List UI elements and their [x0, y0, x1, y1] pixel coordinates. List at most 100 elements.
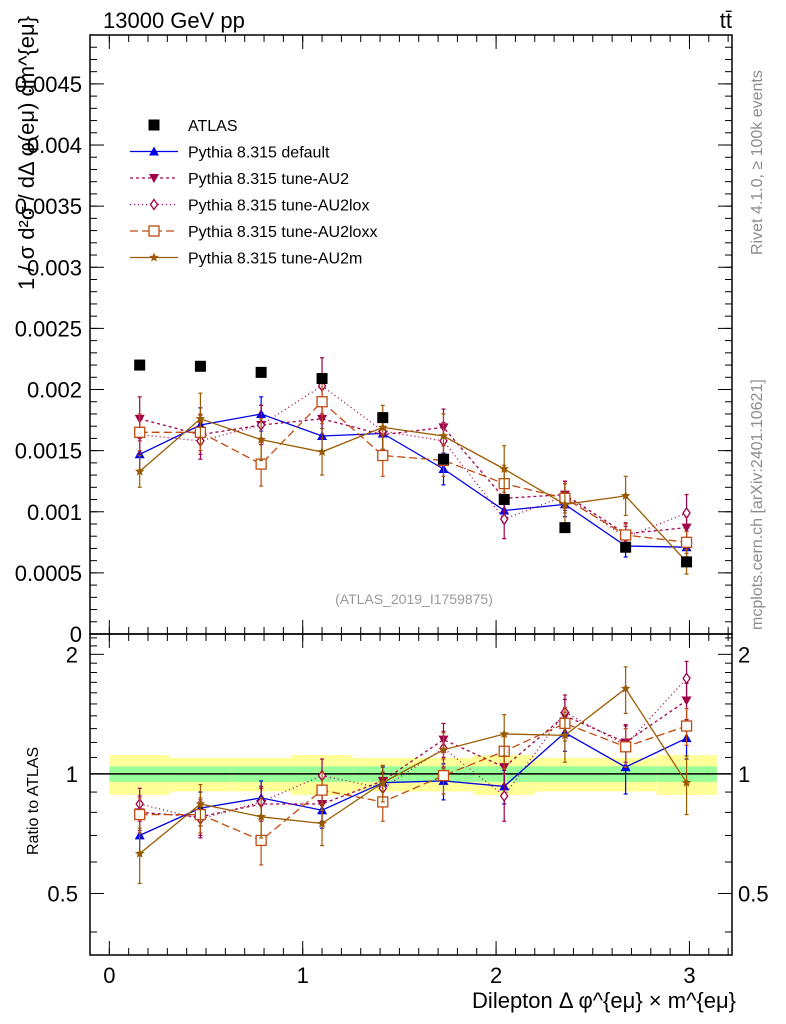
main-y-tick-label: 0.002 [27, 378, 82, 403]
ratio-point-pythia-8-315-tune-au2m [256, 811, 266, 821]
legend-label: ATLAS [188, 118, 238, 135]
ratio-y-tick-label: 2 [66, 642, 78, 667]
ratio-point-pythia-8-315-tune-au2loxx [437, 769, 450, 782]
point-pythia-8-315-tune-au2loxx [316, 396, 328, 408]
ratio-point-pythia-8-315-tune-au2loxx [134, 808, 146, 821]
data-point-atlas [377, 412, 389, 424]
series-line-pythia-8-315-tune-au2lox [139, 385, 687, 539]
ratio-line-pythia-8-315-default [139, 731, 687, 836]
ratio-y-tick-label-right: 2 [738, 642, 750, 667]
mcplots-label: mcplots.cern.ch [arXiv:2401.10621] [749, 379, 766, 630]
point-pythia-8-315-tune-au2m [620, 490, 631, 500]
main-y-tick-label: 0 [70, 622, 82, 647]
legend-marker [148, 119, 160, 131]
point-pythia-8-315-tune-au2m [378, 422, 388, 432]
point-pythia-8-315-tune-au2m [195, 413, 206, 423]
main-y-tick-label: 0.0035 [15, 194, 82, 219]
data-point-atlas [194, 360, 206, 372]
point-pythia-8-315-tune-au2loxx [680, 536, 693, 548]
ratio-y-tick-label-right: 1 [738, 762, 750, 787]
legend-label: Pythia 8.315 tune-AU2lox [188, 198, 369, 215]
main-y-tick-label: 0.001 [27, 500, 82, 525]
main-y-tick-label: 0.0015 [15, 439, 82, 464]
point-pythia-8-315-tune-au2m [317, 446, 327, 456]
main-y-tick-label: 0.003 [27, 255, 82, 280]
header-right-title: tt̄ [720, 8, 732, 33]
legend-label: Pythia 8.315 tune-AU2m [188, 251, 362, 268]
ratio-line-pythia-8-315-tune-au2m [139, 687, 688, 855]
ratio-y-tick-label: 1 [66, 762, 78, 787]
ratio-point-pythia-8-315-tune-au2lox [499, 789, 509, 803]
legend-label: Pythia 8.315 tune-AU2loxx [188, 224, 377, 241]
legend: ATLAS Pythia 8.315 default Pythia 8.315 tu… [130, 118, 377, 268]
ratio-frame [89, 633, 733, 956]
data-point-atlas [620, 541, 632, 553]
ratio-y-tick-label: 0.5 [47, 881, 78, 906]
legend-marker [148, 225, 160, 237]
ratio-point-pythia-8-315-tune-au2m [317, 818, 327, 828]
point-pythia-8-315-tune-au2m [438, 431, 449, 440]
ratio-y-tick-label-right: 0.5 [738, 881, 769, 906]
data-point-atlas [498, 494, 510, 506]
point-pythia-8-315-tune-au2loxx [377, 449, 389, 462]
ratio-point-pythia-8-315-tune-au2m [195, 799, 206, 808]
rivet-version-label: Rivet 4.1.0, ≥ 100k events [749, 70, 766, 255]
legend-label: Pythia 8.315 tune-AU2 [188, 171, 349, 188]
data-point-atlas [437, 453, 449, 465]
ratio-point-pythia-8-315-tune-au2loxx [619, 741, 632, 753]
ratio-line-pythia-8-315-tune-au2loxx [139, 722, 687, 842]
ratio-point-pythia-8-315-tune-au2m [560, 730, 570, 740]
x-tick-label: 2 [490, 963, 502, 988]
data-point-atlas [316, 373, 328, 385]
ratio-point-pythia-8-315-tune-au2loxx [316, 784, 328, 796]
point-pythia-8-315-tune-au2m [560, 499, 570, 509]
ratio-point-pythia-8-315-tune-au2lox [682, 672, 691, 685]
ratio-point-pythia-8-315-tune-au2m [438, 744, 449, 754]
main-frame [89, 34, 733, 635]
point-pythia-8-315-tune-au2lox [499, 512, 509, 526]
legend-marker [149, 198, 159, 211]
ratio-point-pythia-8-315-tune-au2m [681, 777, 692, 787]
legend-marker [149, 146, 159, 156]
ratio-line-pythia-8-315-tune-au2lox [139, 677, 688, 820]
x-tick-label: 0 [103, 963, 115, 988]
main-y-tick-label: 0.0045 [15, 72, 82, 97]
point-pythia-8-315-tune-au2loxx [134, 426, 146, 438]
ratio-point-pythia-8-315-tune-au2m [134, 848, 145, 858]
data-point-atlas [559, 522, 571, 534]
analysis-label: (ATLAS_2019_I1759875) [335, 591, 493, 607]
point-pythia-8-315-tune-au2m [134, 466, 145, 476]
legend-marker [149, 252, 159, 262]
x-tick-label: 1 [297, 963, 309, 988]
x-axis-label: Dilepton Δ φ^{eμ} × m^{eμ} [472, 988, 736, 1013]
main-y-axis-label: 1 / σ d²σ / dΔ φ(eμ) dm^{eμ} [14, 16, 39, 290]
x-tick-label: 3 [683, 963, 695, 988]
ratio-plot-layer: 0.5 0.5 1 1 2 2 0 1 2 3 [47, 633, 769, 988]
legend-label: Pythia 8.315 default [188, 145, 330, 162]
ratio-point-pythia-8-315-tune-au2loxx [680, 720, 693, 732]
data-point-atlas [134, 359, 146, 371]
ratio-point-pythia-8-315-tune-au2m [499, 729, 509, 739]
main-y-tick-label: 0.004 [27, 133, 82, 158]
header-left-title: 13000 GeV pp [103, 8, 245, 33]
series-line-pythia-8-315-tune-au2m [139, 418, 688, 563]
data-point-atlas [255, 366, 267, 378]
point-pythia-8-315-default [134, 449, 145, 459]
series-line-pythia-8-315-default [139, 413, 687, 548]
series-line-pythia-8-315-tune-au2 [139, 418, 687, 535]
data-point-atlas [681, 556, 693, 568]
main-plot-layer: 0 0.0005 0.001 0.0015 0.002 0.0025 0.003 0.0035… [15, 34, 733, 647]
main-y-tick-label: 0.0005 [15, 561, 82, 586]
point-pythia-8-315-tune-au2m [499, 464, 509, 473]
point-pythia-8-315-tune-au2lox [682, 506, 691, 520]
point-pythia-8-315-tune-au2m [256, 434, 266, 444]
ratio-point-pythia-8-315-tune-au2 [681, 696, 692, 706]
series-line-pythia-8-315-tune-au2loxx [139, 400, 687, 543]
ratio-point-pythia-8-315-tune-au2m [620, 683, 631, 693]
point-pythia-8-315-tune-au2loxx [619, 529, 632, 541]
ratio-y-axis-label: Ratio to ATLAS [25, 747, 42, 855]
legend-marker [149, 174, 159, 183]
ratio-point-pythia-8-315-tune-au2m [378, 777, 388, 787]
main-y-tick-label: 0.0025 [15, 316, 82, 341]
